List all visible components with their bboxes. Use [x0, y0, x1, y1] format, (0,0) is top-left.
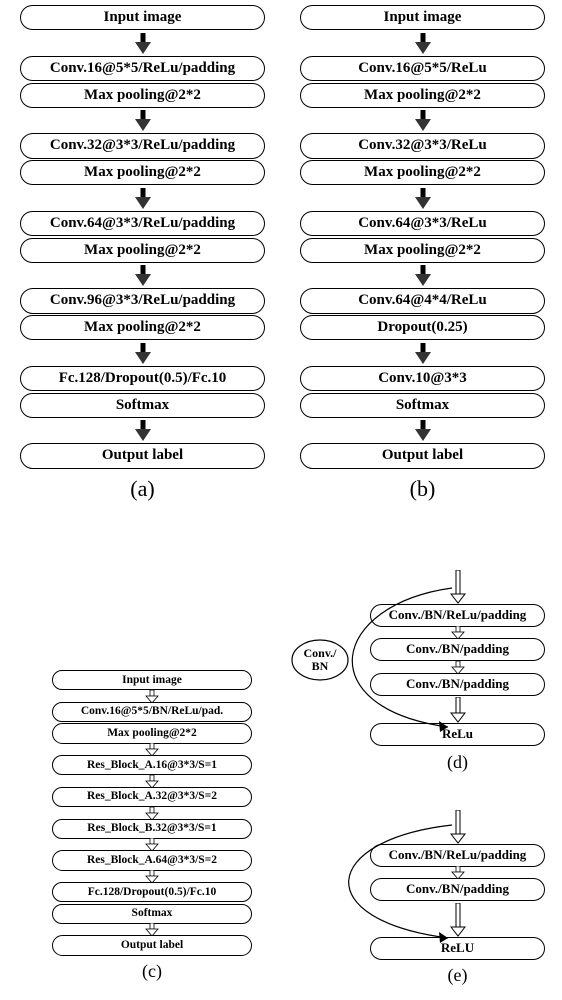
block: Input image: [20, 5, 265, 30]
arrow-icon: [413, 343, 433, 365]
block: Max pooling@2*2: [300, 160, 545, 185]
block: Conv.64@4*4/ReLu: [300, 288, 545, 313]
block: Output label: [20, 443, 265, 468]
block: Conv.96@3*3/ReLu/padding: [20, 288, 265, 313]
block: Max pooling@2*2: [20, 160, 265, 185]
block: Input image: [300, 5, 545, 30]
arrow-icon: [413, 188, 433, 210]
block: Conv./BN/padding: [370, 878, 545, 901]
arrow-icon: [133, 343, 153, 365]
diagram-label: (c): [142, 961, 162, 982]
block: Conv./BN/padding: [370, 673, 545, 696]
block: Conv.10@3*3: [300, 366, 545, 391]
block: Conv./BN/ReLu/padding: [370, 844, 545, 867]
block: Max pooling@2*2: [20, 315, 265, 340]
block: Input image: [52, 670, 252, 690]
block: Conv.64@3*3/ReLu: [300, 211, 545, 236]
block: Output label: [300, 443, 545, 468]
diagram-a: Input image Conv.16@5*5/ReLu/padding Max…: [20, 5, 265, 502]
block: Dropout(0.25): [300, 315, 545, 340]
block: Softmax: [300, 393, 545, 418]
block: Res_Block_B.32@3*3/S=1: [52, 819, 252, 839]
block: Output label: [52, 935, 252, 955]
hollow-arrow-icon: [450, 810, 466, 844]
block: Conv.16@5*5/ReLu: [300, 56, 545, 81]
block: Res_Block_A.32@3*3/S=2: [52, 787, 252, 807]
arrow-icon: [133, 33, 153, 55]
arrow-icon: [413, 420, 433, 442]
block: Softmax: [20, 393, 265, 418]
hollow-arrow-icon: [450, 570, 466, 604]
arrow-icon: [133, 110, 153, 132]
arrow-icon: [133, 265, 153, 287]
diagram-e: Conv./BN/ReLu/padding Conv./BN/padding R…: [295, 810, 550, 986]
block: Res_Block_A.64@3*3/S=2: [52, 850, 252, 870]
block: ReLu: [370, 723, 545, 746]
hollow-arrow-icon: [450, 697, 466, 723]
diagram-label: (e): [370, 965, 545, 986]
arrow-icon: [413, 33, 433, 55]
diagram-c: Input image Conv.16@5*5/BN/ReLu/pad. Max…: [52, 670, 252, 982]
arrow-icon: [413, 265, 433, 287]
block: Max pooling@2*2: [300, 83, 545, 108]
side-label: Conv./ BN: [298, 647, 342, 673]
arrow-icon: [413, 110, 433, 132]
block: Conv.16@5*5/ReLu/padding: [20, 56, 265, 81]
block: Conv.32@3*3/ReLu/padding: [20, 133, 265, 158]
block: Conv./BN/padding: [370, 638, 545, 661]
block: Max pooling@2*2: [20, 238, 265, 263]
block: Conv.16@5*5/BN/ReLu/pad.: [52, 702, 252, 722]
block: Fc.128/Dropout(0.5)/Fc.10: [20, 366, 265, 391]
block: Conv.64@3*3/ReLu/padding: [20, 211, 265, 236]
block: Fc.128/Dropout(0.5)/Fc.10: [52, 882, 252, 902]
diagram-label: (a): [130, 476, 154, 502]
arrow-icon: [133, 420, 153, 442]
block: Conv.32@3*3/ReLu: [300, 133, 545, 158]
block: Max pooling@2*2: [52, 723, 252, 743]
block: ReLU: [370, 937, 545, 960]
arrow-icon: [133, 188, 153, 210]
diagram-label: (b): [410, 476, 436, 502]
block: Softmax: [52, 904, 252, 924]
hollow-arrow-icon: [450, 903, 466, 937]
block: Res_Block_A.16@3*3/S=1: [52, 755, 252, 775]
diagram-label: (d): [370, 752, 545, 773]
block: Max pooling@2*2: [20, 83, 265, 108]
block: Conv./BN/ReLu/padding: [370, 604, 545, 627]
block: Max pooling@2*2: [300, 238, 545, 263]
diagram-b: Input image Conv.16@5*5/ReLu Max pooling…: [300, 5, 545, 502]
